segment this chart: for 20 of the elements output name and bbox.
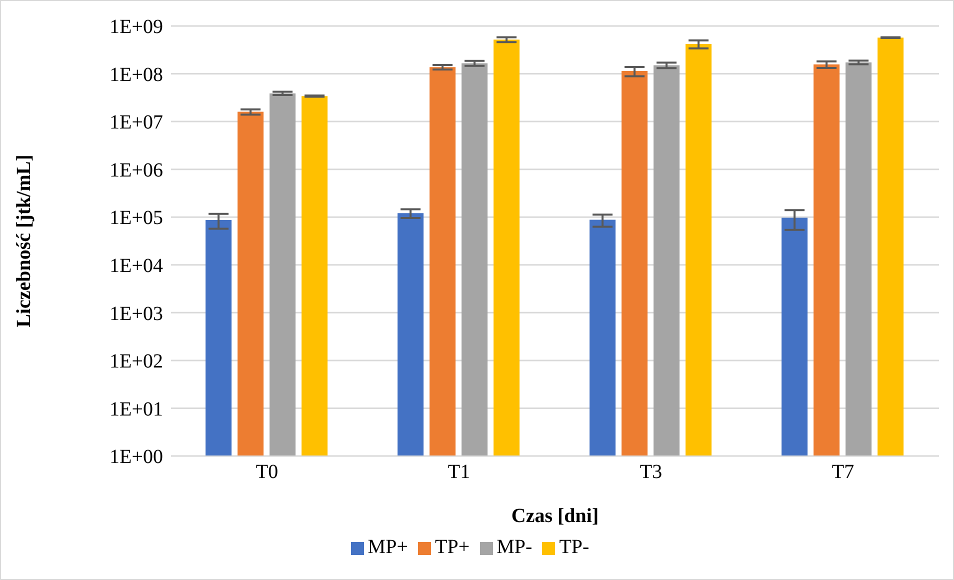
- legend-label: TP+: [434, 536, 470, 558]
- y-tick-label: 1E+06: [110, 159, 163, 182]
- y-tick-label: 1E+04: [110, 254, 163, 277]
- x-tick-label: T3: [640, 461, 662, 484]
- legend-label: MP+: [368, 536, 408, 558]
- y-tick-label: 1E+03: [110, 302, 163, 325]
- y-tick-label: 1E+05: [110, 207, 163, 230]
- y-tick-label: 1E+08: [110, 64, 163, 86]
- y-tick-label: 1E+07: [110, 112, 163, 134]
- x-axis-title: Czas [dni]: [511, 505, 599, 527]
- legend-label: TP-: [559, 536, 590, 558]
- legend-label: MP-: [496, 536, 532, 558]
- x-tick-label: T1: [448, 461, 470, 484]
- y-tick-label: 1E+02: [110, 350, 163, 373]
- x-tick-label: T0: [256, 461, 278, 484]
- y-tick-label: 1E+00: [110, 446, 163, 468]
- y-tick-label: 1E+09: [110, 16, 163, 38]
- y-axis-title: Liczebność [jtk/mL]: [13, 154, 36, 328]
- y-tick-label: 1E+01: [110, 398, 163, 420]
- x-tick-label: T7: [832, 461, 854, 484]
